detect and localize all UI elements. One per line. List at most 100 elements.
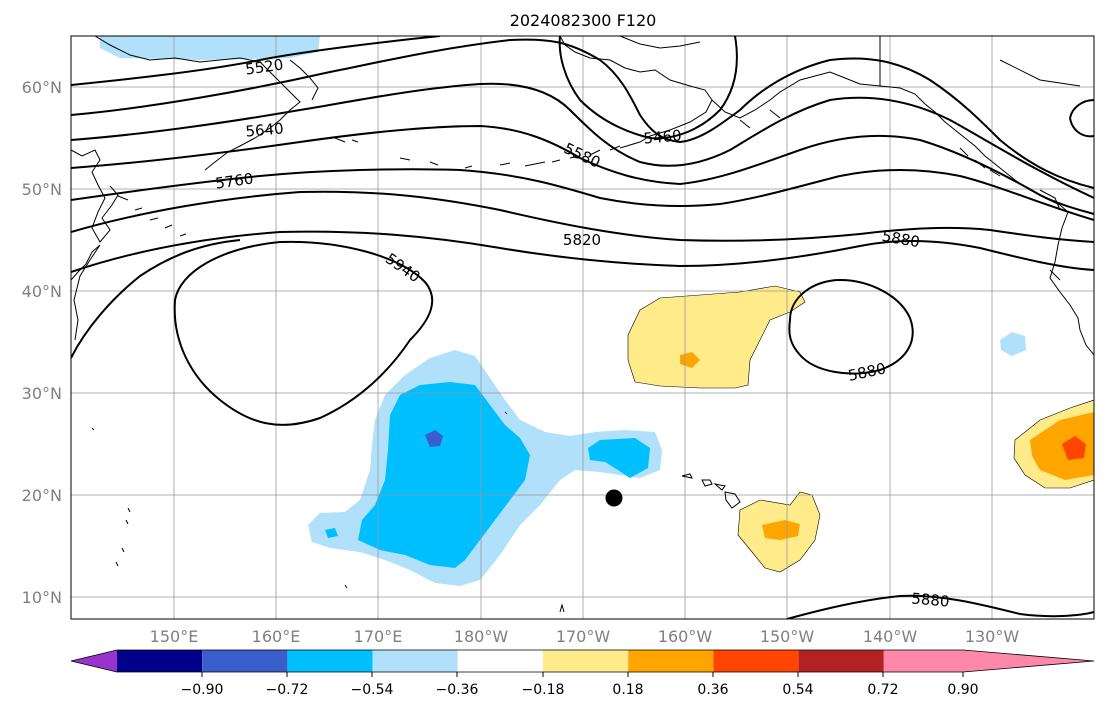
- lat-label-40n: 40°N: [22, 282, 62, 301]
- negative-anomaly-region-east: [588, 438, 650, 478]
- colorbar-segment: [713, 650, 799, 672]
- lat-label-10n: 10°N: [22, 588, 62, 607]
- colorbar-extend-min: [71, 650, 117, 672]
- contour-5580: [71, 38, 1094, 189]
- lon-label-130w: 130°W: [965, 627, 1020, 646]
- coast-west-pacific-islands: [91, 427, 348, 589]
- coast-alaska-south: [711, 71, 1069, 213]
- coast-japan-south: [71, 244, 101, 341]
- lon-label-160w: 160°W: [658, 627, 713, 646]
- lat-label-60n: 60°N: [22, 78, 62, 97]
- contour-label-5880-south: 5880: [911, 589, 951, 610]
- lon-label-150w: 150°W: [760, 627, 815, 646]
- negative-anomaly-core: [425, 430, 443, 447]
- contour-label-5460: 5460: [643, 126, 683, 147]
- colorbar-segment: [287, 650, 373, 672]
- positive-anomaly-core-south: [762, 520, 800, 540]
- lon-label-140w: 140°W: [863, 627, 918, 646]
- contour-5640: [71, 82, 1094, 199]
- coast-kamchatka-inner: [289, 59, 319, 101]
- contour-5880-west: [71, 239, 241, 359]
- colorbar-tick-label: 0.18: [612, 682, 643, 698]
- lat-label-20n: 20°N: [22, 486, 62, 505]
- negative-anomaly-small-west: [325, 528, 338, 538]
- lat-label-30n: 30°N: [22, 384, 62, 403]
- negative-anomaly-region-central: [358, 382, 530, 568]
- contour-label-5880-closed: 5880: [846, 359, 887, 385]
- contour-label-5940: 5940: [382, 250, 424, 287]
- figure-title: 2024082300 F120: [510, 11, 657, 30]
- coast-kamchatka: [94, 36, 301, 171]
- shading-layer: [100, 36, 1094, 586]
- coast-kurils: [117, 195, 207, 249]
- negative-anomaly-region-coast: [1000, 332, 1026, 356]
- colorbar-tick-label: −0.18: [522, 682, 565, 698]
- contour-5880-south: [786, 594, 1094, 619]
- coast-canada-inland: [1039, 189, 1061, 281]
- contour-5880-tl: [1069, 99, 1094, 138]
- map-area: 5520 5640 5760 5820 5880 5940 5580 5460 …: [71, 36, 1094, 619]
- positive-anomaly-region-north: [627, 285, 806, 389]
- lon-label-170w: 170°W: [556, 627, 611, 646]
- positive-anomaly-core-east: [1062, 436, 1086, 460]
- coast-south-bottom: [559, 603, 565, 613]
- contour-label-5820: 5820: [563, 231, 601, 249]
- colorbar-tick-label: 0.36: [697, 682, 728, 698]
- contour-5880-closed: [788, 278, 914, 375]
- colorbar-segment: [543, 650, 629, 672]
- colorbar-segment: [202, 650, 288, 672]
- contour-label-5760: 5760: [214, 169, 254, 192]
- colorbar-segment: [798, 650, 884, 672]
- negative-anomaly-region-north: [100, 36, 320, 60]
- colorbar-segment: [883, 650, 969, 672]
- coast-hawaii-big-island: [724, 491, 741, 509]
- colorbar-segment: [117, 650, 203, 672]
- colorbar-ticks: [201, 672, 964, 677]
- colorbar-tick-label: −0.72: [266, 682, 309, 698]
- lon-label-170e: 170°E: [354, 627, 403, 646]
- colorbar-tick-label: 0.90: [947, 682, 978, 698]
- coast-hawaii-1: [681, 473, 693, 479]
- coast-sakhalin-japan: [71, 149, 119, 243]
- coast-hanna-islands: [504, 411, 508, 415]
- contour-label-5520: 5520: [244, 55, 284, 78]
- colorbar-tick-label: 0.54: [782, 682, 813, 698]
- colorbar-segment: [372, 650, 458, 672]
- contour-5520: [71, 36, 441, 86]
- contour-5460: [558, 36, 738, 140]
- height-contours: [71, 36, 1094, 619]
- colorbar-segment: [628, 650, 714, 672]
- colorbar-tick-label: −0.90: [181, 682, 224, 698]
- lon-label-180w: 180°W: [454, 627, 509, 646]
- colorbar-tick-label: −0.36: [436, 682, 479, 698]
- contour-label-5640: 5640: [245, 119, 285, 140]
- coast-alaska-islands: [739, 109, 1001, 177]
- coastlines: [71, 36, 1094, 613]
- contour-5880-north: [71, 230, 1094, 273]
- coast-alaska-west: [559, 36, 713, 149]
- contour-5820: [71, 190, 1094, 243]
- longitude-labels: 150°E 160°E 170°E 180°W 170°W 160°W 150°…: [150, 627, 1020, 646]
- positive-anomaly-mid-east: [1030, 412, 1094, 480]
- map-frame: [70, 35, 1095, 620]
- coast-yukon: [879, 36, 1081, 87]
- coast-aleutians: [334, 137, 621, 169]
- coast-north-america-west: [1049, 211, 1094, 356]
- location-marker-dot: [605, 489, 623, 507]
- contour-label-5880-north: 5880: [881, 227, 922, 251]
- coast-alaska-north: [619, 36, 701, 49]
- coast-hawaii-3: [713, 483, 726, 491]
- colorbar-extend-max: [963, 650, 1094, 672]
- lat-label-50n: 50°N: [22, 180, 62, 199]
- colorbar: −0.90 −0.72 −0.54 −0.36 −0.18 0.18 0.36 …: [70, 649, 1095, 698]
- latitude-labels: 60°N 50°N 40°N 30°N 20°N 10°N: [22, 78, 62, 607]
- contour-5700: [71, 124, 1094, 215]
- colorbar-tick-label: 0.72: [867, 682, 898, 698]
- colorbar-segment: [457, 650, 543, 672]
- contour-label-5580: 5580: [561, 139, 603, 171]
- contour-5760: [71, 168, 1094, 221]
- colorbar-outline: [70, 649, 1095, 673]
- coast-hawaii-2: [701, 479, 713, 487]
- lon-label-150e: 150°E: [150, 627, 199, 646]
